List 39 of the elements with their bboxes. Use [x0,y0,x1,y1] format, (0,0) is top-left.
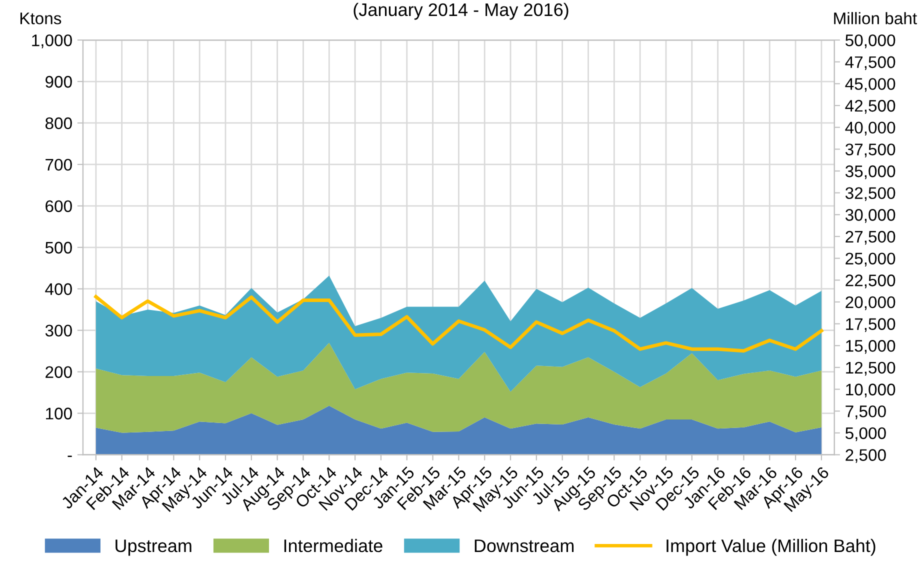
y2-tick-label: 30,000 [845,209,896,223]
y2-tick-label: 10,000 [846,384,896,398]
y-tick-label: 400 [45,283,72,296]
y2-tick-label: 17,500 [846,318,896,332]
legend-label: Intermediate [284,538,382,552]
chart-subtitle: (January 2014 - May 2016) [354,2,568,20]
y2-tick-label: 15,000 [846,340,896,354]
legend-label: Downstream [474,540,574,552]
y-tick-label: 800 [45,117,72,130]
legend-label: Import Value (Million Baht) [666,538,876,556]
y2-tick-label: 22,500 [846,274,896,288]
y2-tick-label: 45,000 [845,78,896,92]
line-series [94,294,824,353]
y-tick-label: 200 [46,366,72,378]
y2-tick-label: 42,500 [845,100,896,114]
y2-tick-label: 25,000 [846,252,896,266]
y-tick-label: 700 [46,158,72,171]
y-tick-label: 100 [46,408,72,420]
y2-tick-label: 37,500 [845,144,896,158]
y2-tick-label: 12,500 [846,362,896,376]
y2-tick-label: 32,500 [845,187,896,201]
y2-tick-label: 2,500 [846,449,886,463]
y2-tick-label: 5,000 [845,427,886,442]
y2-axis-title: Million baht [834,12,917,24]
y2-tick-label: 47,500 [845,56,896,70]
y2-tick-label: 50,000 [845,34,896,48]
y2-tick-label: 20,000 [846,296,896,310]
y2-tick-label: 40,000 [845,122,896,136]
legend-label: Upstream [116,540,192,556]
y-tick-label: 600 [46,200,72,212]
y-tick-label: 500 [45,242,72,254]
y-tick-label: 300 [45,324,72,337]
y-tick-label: - [68,456,72,458]
y2-tick-label: 27,500 [846,230,896,245]
y-tick-label: 1,000 [32,34,72,48]
y-tick-label: 900 [46,76,72,88]
y2-tick-label: 35,000 [845,165,896,180]
y2-tick-label: 7,500 [846,405,886,420]
y-axis-title: Ktons [20,12,62,24]
